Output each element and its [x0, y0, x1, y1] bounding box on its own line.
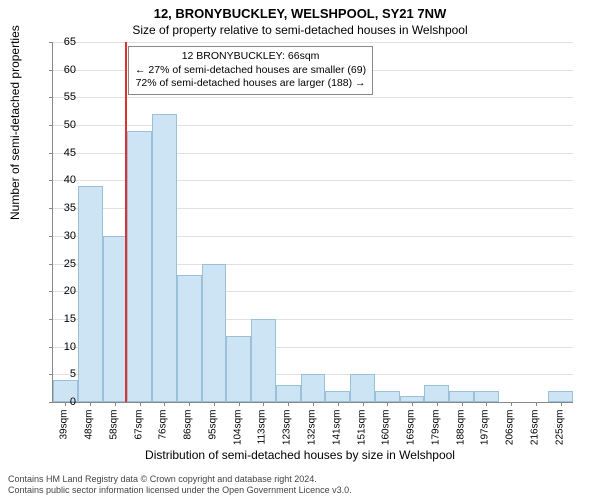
bar — [301, 374, 326, 402]
gridline — [53, 42, 573, 43]
xtick-label: 104sqm — [232, 410, 243, 458]
xtick-label: 76sqm — [158, 410, 169, 458]
plot-area: 12 BRONYBUCKLEY: 66sqm← 27% of semi-deta… — [52, 42, 573, 403]
annotation-line3: 72% of semi-detached houses are larger (… — [135, 77, 366, 91]
ytick-label: 55 — [52, 91, 76, 103]
footer-line1: Contains HM Land Registry data © Crown c… — [8, 474, 352, 485]
xtick-mark — [263, 402, 264, 406]
xtick-label: 48sqm — [84, 410, 95, 458]
xtick-mark — [189, 402, 190, 406]
annotation-line2: ← 27% of semi-detached houses are smalle… — [135, 64, 366, 78]
ytick-label: 10 — [52, 341, 76, 353]
xtick-mark — [536, 402, 537, 406]
xtick-mark — [288, 402, 289, 406]
bar — [276, 385, 301, 402]
xtick-label: 169sqm — [406, 410, 417, 458]
xtick-mark — [90, 402, 91, 406]
xtick-mark — [561, 402, 562, 406]
xtick-label: 58sqm — [108, 410, 119, 458]
xtick-label: 95sqm — [207, 410, 218, 458]
xtick-mark — [140, 402, 141, 406]
ytick-label: 35 — [52, 202, 76, 214]
bar — [103, 236, 128, 402]
bar — [177, 275, 202, 402]
xtick-mark — [115, 402, 116, 406]
xtick-label: 206sqm — [505, 410, 516, 458]
bar — [350, 374, 375, 402]
ytick-label: 30 — [52, 230, 76, 242]
chart-area: 12 BRONYBUCKLEY: 66sqm← 27% of semi-deta… — [52, 42, 572, 402]
xtick-mark — [338, 402, 339, 406]
bar — [78, 186, 103, 402]
annotation-box: 12 BRONYBUCKLEY: 66sqm← 27% of semi-deta… — [128, 46, 373, 95]
xtick-label: 113sqm — [257, 410, 268, 458]
xtick-mark — [387, 402, 388, 406]
bar — [474, 391, 499, 402]
xtick-label: 39sqm — [59, 410, 70, 458]
bar — [325, 391, 350, 402]
footer-line2: Contains public sector information licen… — [8, 485, 352, 496]
xtick-label: 188sqm — [455, 410, 466, 458]
gridline — [53, 125, 573, 126]
xtick-label: 197sqm — [480, 410, 491, 458]
xtick-mark — [486, 402, 487, 406]
chart-title-main: 12, BRONYBUCKLEY, WELSHPOOL, SY21 7NW — [0, 0, 600, 21]
xtick-label: 86sqm — [183, 410, 194, 458]
xtick-label: 160sqm — [381, 410, 392, 458]
ytick-label: 45 — [52, 147, 76, 159]
xtick-label: 151sqm — [356, 410, 367, 458]
xtick-mark — [313, 402, 314, 406]
xtick-label: 67sqm — [133, 410, 144, 458]
annotation-line1: 12 BRONYBUCKLEY: 66sqm — [135, 50, 366, 64]
xtick-mark — [164, 402, 165, 406]
xtick-label: 179sqm — [430, 410, 441, 458]
bar — [548, 391, 573, 402]
bar — [127, 131, 152, 402]
ytick-label: 25 — [52, 258, 76, 270]
xtick-mark — [363, 402, 364, 406]
bar — [202, 264, 227, 402]
xtick-mark — [239, 402, 240, 406]
xtick-mark — [214, 402, 215, 406]
bar — [449, 391, 474, 402]
bar — [424, 385, 449, 402]
ytick-label: 5 — [52, 368, 76, 380]
bar — [152, 114, 177, 402]
xtick-mark — [437, 402, 438, 406]
y-axis-label: Number of semi-detached properties — [8, 25, 22, 220]
xtick-label: 123sqm — [282, 410, 293, 458]
gridline — [53, 97, 573, 98]
bar — [251, 319, 276, 402]
ytick-label: 0 — [52, 396, 76, 408]
chart-container: 12, BRONYBUCKLEY, WELSHPOOL, SY21 7NW Si… — [0, 0, 600, 500]
bar — [226, 336, 251, 402]
ytick-label: 60 — [52, 64, 76, 76]
ytick-label: 20 — [52, 285, 76, 297]
footer: Contains HM Land Registry data © Crown c… — [8, 474, 352, 496]
chart-title-sub: Size of property relative to semi-detach… — [0, 21, 600, 37]
xtick-label: 132sqm — [307, 410, 318, 458]
xtick-label: 225sqm — [554, 410, 565, 458]
ytick-label: 40 — [52, 174, 76, 186]
xtick-mark — [462, 402, 463, 406]
xtick-mark — [412, 402, 413, 406]
xtick-mark — [511, 402, 512, 406]
ytick-label: 15 — [52, 313, 76, 325]
bar — [375, 391, 400, 402]
xtick-label: 141sqm — [331, 410, 342, 458]
xtick-label: 216sqm — [529, 410, 540, 458]
ytick-label: 65 — [52, 36, 76, 48]
ytick-label: 50 — [52, 119, 76, 131]
marker-line — [125, 42, 127, 402]
